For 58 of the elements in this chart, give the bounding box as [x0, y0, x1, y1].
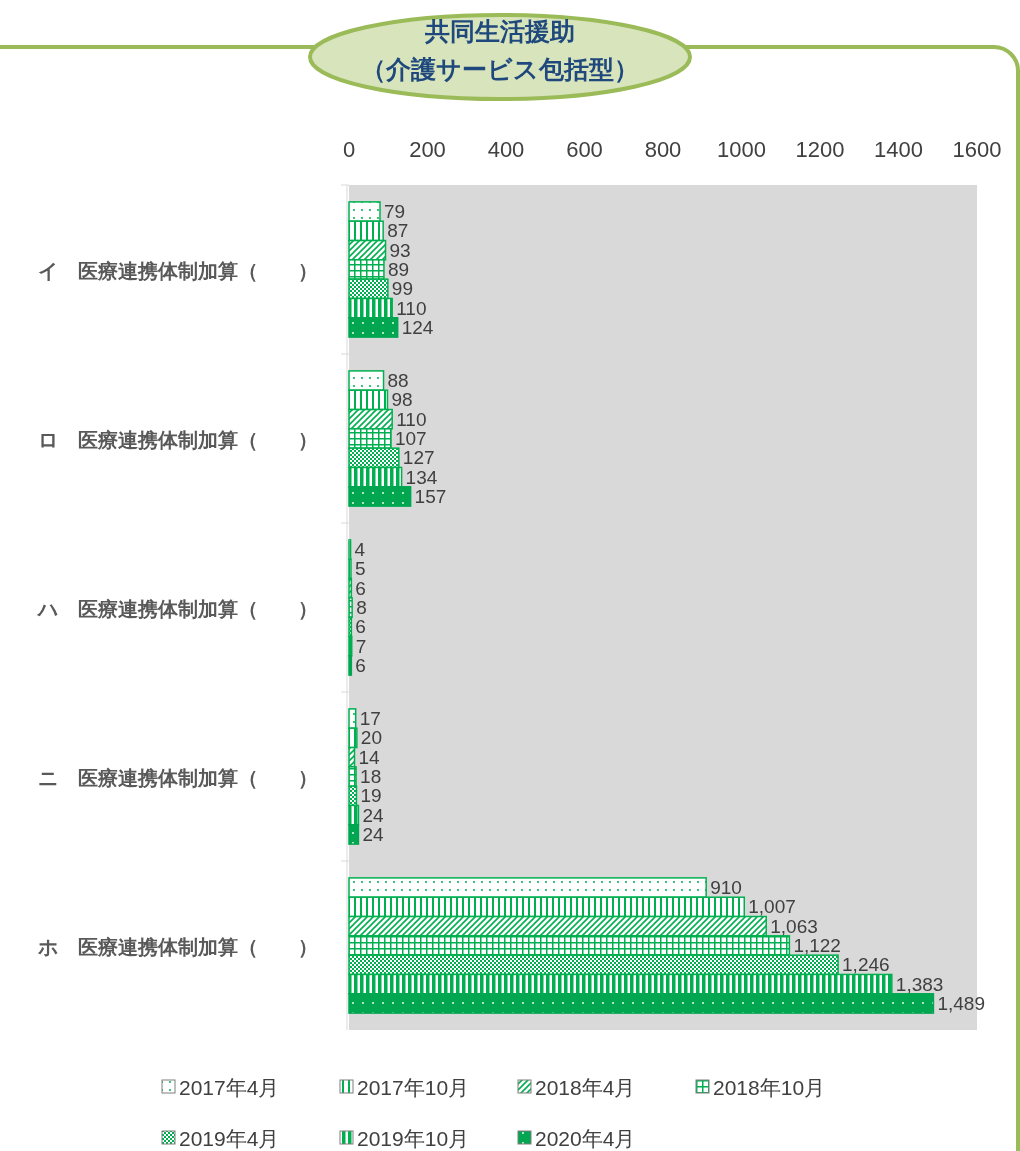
data-label: 20 [360, 727, 382, 749]
data-label: 110 [396, 297, 427, 319]
data-label: 1,246 [842, 954, 890, 976]
data-label: 1,122 [793, 935, 841, 956]
data-label: 1,489 [937, 992, 985, 1014]
data-label: 6 [355, 577, 366, 599]
x-tick-label: 800 [644, 137, 682, 162]
data-label: 134 [405, 466, 438, 488]
data-label: 157 [414, 485, 447, 507]
data-label: 7 [355, 635, 367, 657]
legend-label: 2019年4月 [179, 1127, 280, 1150]
data-label: 6 [355, 654, 366, 676]
data-label: 6 [355, 616, 366, 638]
data-label: 1,063 [770, 915, 818, 937]
data-label: 17 [359, 708, 381, 730]
data-label: 1,383 [895, 973, 944, 995]
legend-label: 2017年4月 [179, 1076, 280, 1099]
x-tick-label: 600 [566, 137, 603, 162]
y-tick-label: ホ 医療連携体制加算（ ） [37, 934, 318, 959]
x-tick-label: 1400 [874, 137, 923, 162]
data-label: 89 [387, 259, 410, 280]
y-tick-label: ハ 医療連携体制加算（ ） [36, 596, 318, 621]
data-label: 124 [401, 316, 434, 338]
data-label: 107 [395, 428, 427, 449]
chart-title: 共同生活援助 [424, 17, 575, 46]
data-label: 19 [360, 785, 382, 807]
x-tick-label: 1200 [795, 137, 845, 162]
legend-label: 2018年10月 [713, 1076, 826, 1099]
x-tick-label: 1600 [952, 137, 1002, 162]
data-label: 87 [387, 220, 409, 242]
data-label: 99 [391, 278, 413, 300]
data-label: 1,007 [748, 896, 796, 918]
data-label: 18 [360, 766, 382, 787]
data-label: 14 [358, 746, 381, 768]
data-label: 88 [387, 370, 409, 392]
data-label: 5 [354, 558, 366, 580]
y-tick-label: ロ 医療連携体制加算（ ） [38, 427, 318, 452]
data-label: 127 [402, 447, 435, 469]
chart-subtitle: （介護サービス包括型） [361, 55, 639, 84]
data-label: 24 [362, 804, 384, 826]
data-label: 110 [396, 408, 427, 430]
x-tick-label: 1000 [717, 137, 766, 162]
data-label: 8 [356, 597, 367, 618]
data-label: 4 [354, 539, 366, 561]
x-tick-label: 400 [487, 137, 525, 162]
legend-label: 2019年10月 [357, 1127, 470, 1150]
y-tick-label: ニ 医療連携体制加算（ ） [38, 765, 318, 790]
x-tick-label: 200 [409, 137, 446, 162]
data-label: 79 [384, 201, 406, 223]
data-label: 93 [389, 239, 411, 261]
legend-label: 2018年4月 [535, 1076, 636, 1099]
data-label: 910 [710, 877, 742, 899]
data-label: 24 [362, 823, 384, 845]
legend-label: 2017年10月 [357, 1076, 470, 1099]
y-tick-label: イ 医療連携体制加算（ ） [38, 258, 318, 283]
data-label: 98 [391, 389, 413, 411]
legend-label: 2020年4月 [535, 1127, 636, 1150]
x-tick-label: 0 [342, 137, 356, 162]
